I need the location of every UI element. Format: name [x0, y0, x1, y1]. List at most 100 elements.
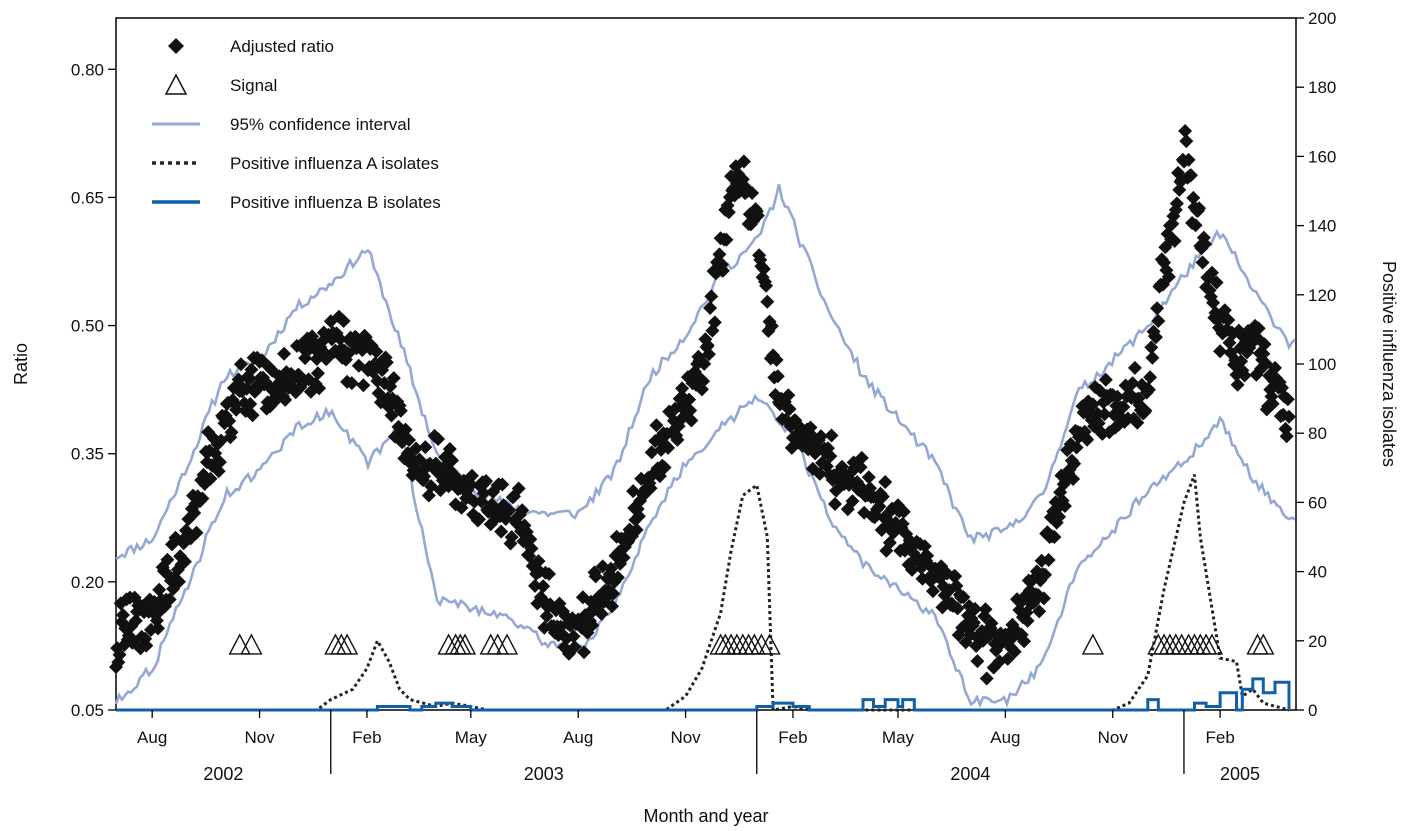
- ratio-point: [1007, 644, 1022, 659]
- ratio-point: [536, 579, 551, 594]
- ratio-point: [212, 455, 227, 470]
- ratio-point: [629, 522, 644, 537]
- ratio-point: [244, 362, 259, 377]
- ratio-point: [1213, 344, 1228, 359]
- ratio-point: [950, 601, 965, 616]
- ratio-point: [978, 602, 993, 617]
- signal-triangle: [453, 633, 477, 655]
- ratio-point: [721, 205, 736, 220]
- ratio-point: [828, 497, 842, 511]
- ratio-point: [968, 601, 982, 616]
- ratio-point: [1195, 255, 1210, 270]
- ratio-point: [445, 453, 460, 468]
- ratio-point: [700, 338, 715, 353]
- ratio-point: [128, 613, 143, 628]
- ratio-point: [567, 640, 582, 654]
- ratio-point: [823, 449, 838, 464]
- ratio-point: [151, 621, 165, 636]
- y-tick-label: 0.35: [71, 445, 104, 464]
- signal-triangle: [228, 633, 251, 655]
- ratio-point: [1036, 591, 1051, 606]
- ratio-point: [203, 471, 218, 486]
- y-tick-label: 0.05: [71, 701, 104, 720]
- ratio-point: [1282, 409, 1296, 424]
- ratio-point: [606, 586, 621, 601]
- ratio-point: [1110, 389, 1125, 404]
- ratio-point: [523, 532, 538, 547]
- ratio-point: [1169, 196, 1184, 211]
- ratio-point: [1141, 382, 1156, 397]
- ratio-point: [1234, 354, 1249, 369]
- signal-triangle: [758, 633, 781, 655]
- ratio-point: [696, 374, 711, 389]
- ratio-point: [431, 432, 446, 446]
- ratio-point: [160, 552, 175, 567]
- ratio-point: [1151, 314, 1166, 328]
- influenza-a-polyline: [116, 474, 1290, 712]
- ratio-point: [1279, 429, 1294, 444]
- ratio-point: [814, 429, 828, 444]
- ratio-point: [502, 503, 517, 518]
- ratio-point: [926, 584, 940, 599]
- ratio-point: [703, 301, 718, 315]
- x-tick-label: Nov: [670, 728, 701, 747]
- ratio-point: [442, 442, 457, 456]
- ratio-point: [195, 491, 210, 506]
- x-tick-label: Nov: [1098, 728, 1129, 747]
- ratio-point: [1097, 407, 1112, 422]
- ratio-point: [1256, 346, 1271, 361]
- ratio-point: [1209, 275, 1224, 290]
- legend-diamond-icon: [168, 38, 184, 54]
- legend-label: 95% confidence interval: [230, 115, 411, 134]
- left-axis: 0.05 0.20 0.35 0.50 0.65 0.80: [71, 60, 116, 720]
- ratio-point: [222, 414, 237, 428]
- ratio-point: [1179, 134, 1194, 149]
- ratio-point: [1116, 400, 1131, 414]
- ratio-point: [1280, 392, 1295, 407]
- x-tick-label: Feb: [1205, 728, 1234, 747]
- ratio-point: [970, 654, 985, 669]
- signal-triangle: [1200, 633, 1224, 655]
- ratio-point: [948, 569, 963, 584]
- ratio-point: [465, 468, 479, 483]
- ci-upper-line: [115, 183, 1296, 561]
- legend-label: Adjusted ratio: [230, 37, 334, 56]
- ratio-point: [756, 262, 771, 276]
- ratio-point: [1188, 218, 1203, 233]
- ratio-point: [878, 475, 893, 489]
- y-right-tick-label: 160: [1308, 147, 1336, 166]
- ratio-point: [1251, 321, 1266, 336]
- ratio-point: [418, 440, 433, 455]
- ratio-point: [539, 609, 554, 624]
- ratio-point: [781, 388, 796, 403]
- y-right-tick-label: 0: [1308, 701, 1317, 720]
- ratio-point: [224, 425, 239, 440]
- signal-triangle: [479, 633, 502, 655]
- ratio-point: [588, 569, 603, 584]
- ratio-point: [715, 263, 730, 278]
- ratio-point: [566, 629, 581, 644]
- year-label: 2003: [524, 764, 564, 784]
- ratio-point: [616, 550, 631, 565]
- ratio-point: [189, 525, 204, 540]
- ratio-point: [1130, 415, 1145, 430]
- ratio-point: [1206, 295, 1221, 310]
- x-tick-label: Aug: [137, 728, 167, 747]
- ratio-point: [845, 494, 860, 509]
- ratio-point: [1032, 604, 1047, 619]
- ratio-point: [1148, 330, 1163, 345]
- y-right-tick-label: 40: [1308, 563, 1327, 582]
- ratio-point: [1230, 377, 1245, 392]
- ratio-point: [750, 208, 765, 223]
- ratio-point: [1257, 337, 1272, 352]
- ratio-point: [760, 294, 775, 309]
- ratio-point: [594, 606, 609, 621]
- year-label: 2002: [203, 764, 243, 784]
- ratio-point: [472, 512, 486, 527]
- ratio-point: [1237, 368, 1252, 383]
- ratio-point: [112, 647, 127, 662]
- ratio-point: [1205, 265, 1219, 280]
- ratio-point: [1017, 634, 1032, 649]
- ratio-point: [719, 232, 734, 247]
